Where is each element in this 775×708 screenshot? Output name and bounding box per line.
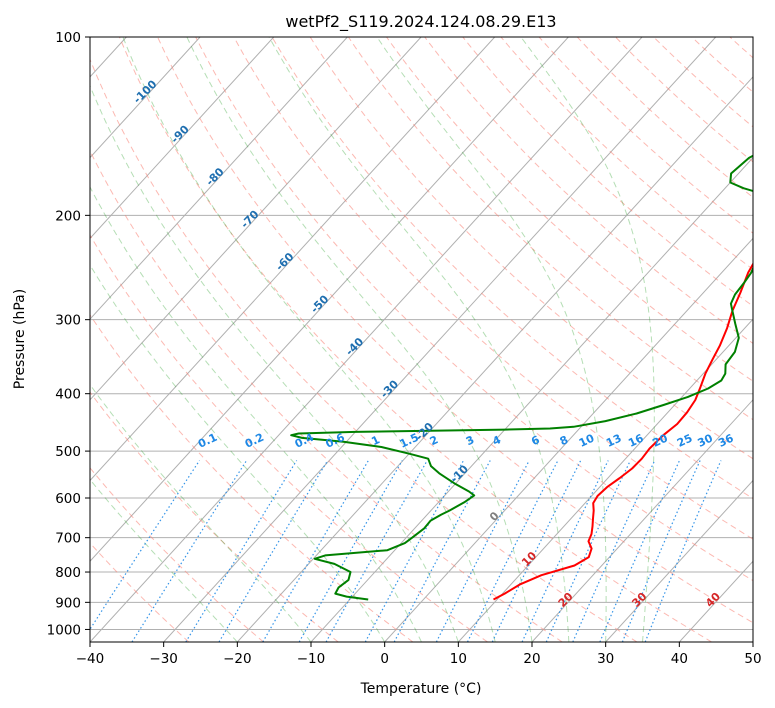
dry-adiabat — [538, 37, 753, 234]
dry-adiabat — [768, 37, 775, 642]
moist-adiabat — [376, 37, 607, 642]
temperature-profile — [493, 262, 753, 601]
y-tick-label: 1000 — [47, 622, 81, 638]
chart-title: wetPf2_S119.2024.124.08.29.E13 — [285, 12, 556, 32]
x-tick-label: −40 — [76, 651, 105, 667]
dry-adiabat — [90, 391, 339, 642]
mixing-ratio-line — [90, 460, 201, 631]
mixing-ratio-line — [599, 460, 681, 642]
plot-frame — [89, 36, 754, 643]
mixing-ratio-label: 10 — [577, 431, 597, 449]
mixing-ratio-label: 20 — [650, 431, 670, 449]
y-tick-label: 800 — [55, 565, 81, 581]
mixing-ratio-line — [325, 460, 428, 642]
isotherm-line — [90, 37, 422, 401]
dry-adiabat — [118, 37, 712, 642]
dry-adiabat — [90, 149, 563, 642]
moist-adiabat — [186, 37, 533, 642]
isotherm-line — [236, 76, 753, 642]
mixing-ratio-label: 13 — [604, 432, 623, 450]
moist-adiabat — [520, 37, 655, 642]
mixing-ratio-line — [621, 460, 701, 642]
dry-adiabat — [90, 314, 414, 642]
x-tick-label: 10 — [450, 651, 467, 667]
x-tick-label: −20 — [223, 651, 252, 667]
y-tick-label: 200 — [55, 208, 81, 224]
moist-adiabat — [268, 37, 570, 642]
y-tick-label: 900 — [55, 595, 81, 611]
series-layer — [290, 154, 753, 601]
isotherm-line — [605, 479, 753, 642]
mixing-ratio-label: 30 — [696, 431, 716, 449]
mixing-ratio-line — [491, 460, 582, 642]
dry-adiabat — [233, 37, 753, 540]
x-tick-label: 50 — [744, 651, 761, 667]
mixing-ratio-line — [545, 460, 631, 642]
y-tick-label: 500 — [55, 444, 81, 460]
dry-adiabat — [309, 37, 753, 460]
mixing-ratio-label: 25 — [675, 432, 694, 450]
moist-adiabat — [122, 37, 496, 642]
mixing-ratio-line — [644, 460, 722, 642]
dry-adiabat — [576, 37, 753, 198]
mixing-ratio-line — [466, 460, 559, 642]
isotherm-line — [457, 318, 753, 642]
dry-adiabat — [500, 37, 753, 270]
dry-adiabat — [271, 37, 753, 500]
mixing-ratio-line — [218, 460, 329, 642]
isotherm-line — [90, 37, 643, 642]
mixing-ratio-line — [298, 460, 403, 642]
dry-adiabat — [386, 37, 753, 382]
x-tick-label: −10 — [297, 651, 326, 667]
background-lines — [90, 37, 775, 642]
y-tick-label: 400 — [55, 387, 81, 403]
isotherm-line — [163, 37, 717, 642]
x-tick-label: 0 — [380, 651, 389, 667]
dry-adiabat — [195, 37, 753, 582]
moist-adiabat — [90, 84, 459, 642]
mixing-ratio-line — [262, 460, 369, 642]
mixing-ratio-line — [185, 460, 298, 642]
isotherm-line — [90, 37, 496, 482]
y-tick-label: 700 — [55, 531, 81, 547]
mixing-ratio-line — [521, 460, 609, 642]
moist-adiabat — [90, 264, 386, 642]
y-axis-label: Pressure (hPa) — [12, 289, 28, 389]
isotherm-line — [752, 641, 753, 642]
isotherm-line — [90, 37, 569, 563]
x-axis: −40 −30 −20 −10 0 10 20 30 40 50 — [76, 642, 762, 667]
dry-adiabat — [157, 37, 753, 624]
mixing-ratio-line — [572, 460, 656, 642]
dry-adiabat — [347, 37, 753, 421]
x-tick-label: 40 — [671, 651, 688, 667]
mixing-ratio-label: 16 — [626, 431, 646, 449]
dewpoint-profile — [290, 154, 753, 601]
y-axis: 100 200 300 400 500 600 700 800 900 1000 — [47, 30, 90, 638]
isotherm-line — [90, 37, 201, 159]
x-tick-label: 20 — [523, 651, 540, 667]
y-tick-label: 600 — [55, 491, 81, 507]
y-tick-label: 100 — [55, 30, 81, 46]
dry-adiabat — [424, 37, 753, 344]
mixing-ratio-label: 36 — [716, 431, 736, 449]
plot-area — [90, 37, 753, 642]
isotherm-line — [531, 399, 753, 642]
x-axis-label: Temperature (°C) — [360, 681, 482, 697]
isotherm-line — [90, 37, 275, 240]
isotherm-line — [384, 237, 753, 642]
isotherm-line — [90, 37, 348, 320]
x-tick-label: 30 — [597, 651, 614, 667]
moist-adiabat — [90, 185, 422, 642]
y-tick-label: 300 — [55, 313, 81, 329]
moist-adiabat — [90, 383, 312, 642]
x-tick-label: −30 — [149, 651, 178, 667]
